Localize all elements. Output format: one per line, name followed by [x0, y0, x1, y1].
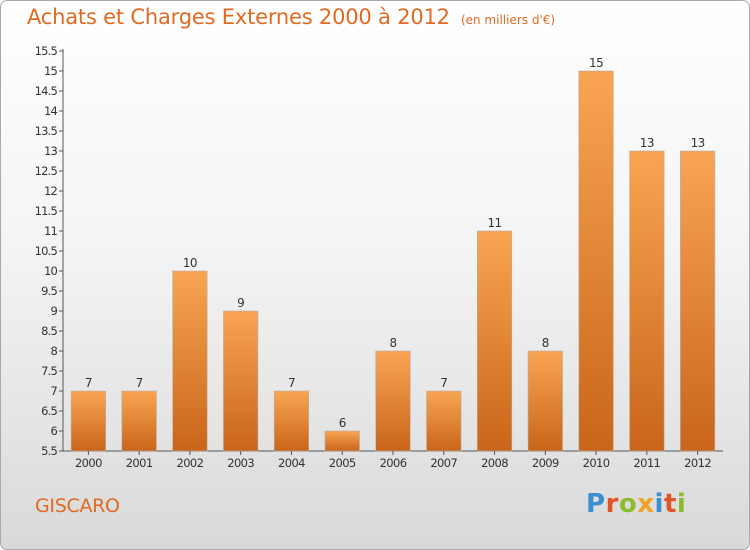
proxiti-logo: Proxiti — [586, 489, 686, 519]
y-tick-label: 5.5 — [41, 444, 57, 458]
bar — [273, 390, 310, 452]
y-tick-label: 7.5 — [41, 364, 57, 378]
y-tick-label: 15 — [44, 64, 58, 78]
y-tick-label: 10 — [44, 264, 58, 278]
x-tick-label: 2001 — [126, 456, 153, 470]
x-tick-label: 2010 — [583, 456, 610, 470]
bar — [476, 230, 513, 452]
data-label: 7 — [440, 376, 447, 390]
data-label: 15 — [589, 56, 603, 70]
chart-header: Achats et Charges Externes 2000 à 2012 (… — [27, 5, 555, 29]
y-tick-label: 13 — [44, 144, 58, 158]
x-tick-label: 2009 — [532, 456, 559, 470]
data-label: 7 — [288, 376, 295, 390]
x-tick-label: 2003 — [227, 456, 254, 470]
bar — [70, 390, 106, 452]
data-label: 7 — [136, 376, 143, 390]
logo-letter: i — [676, 489, 687, 519]
x-tick-label: 2011 — [633, 456, 660, 470]
data-label: 8 — [389, 336, 396, 350]
data-label: 9 — [237, 296, 244, 310]
y-tick-label: 7 — [50, 384, 57, 398]
bar — [578, 70, 614, 452]
y-tick-label: 15.5 — [35, 44, 58, 58]
bar — [680, 150, 716, 452]
y-tick-label: 13.5 — [35, 124, 58, 138]
data-label: 6 — [339, 416, 346, 430]
y-tick-label: 6 — [50, 424, 57, 438]
bar — [629, 150, 665, 452]
logo-letter: r — [605, 489, 619, 519]
bar — [324, 430, 360, 452]
y-tick-label: 11.5 — [35, 204, 58, 218]
bar — [223, 310, 259, 452]
x-tick-label: 2006 — [380, 456, 407, 470]
y-tick-label: 12.5 — [35, 164, 58, 178]
y-tick-label: 12 — [44, 184, 58, 198]
y-tick-label: 9.5 — [41, 284, 57, 298]
chart-subtitle: (en milliers d'€) — [460, 13, 556, 27]
y-tick-label: 8 — [50, 344, 57, 358]
data-label: 11 — [487, 216, 501, 230]
x-tick-label: 2000 — [75, 456, 102, 470]
x-tick-label: 2002 — [176, 456, 203, 470]
data-label: 8 — [542, 336, 549, 350]
bar — [121, 390, 157, 452]
y-tick-label: 11 — [44, 224, 58, 238]
data-label: 13 — [691, 136, 705, 150]
y-tick-label: 9 — [50, 304, 57, 318]
logo-letter: i — [654, 489, 664, 519]
logo-letter: t — [663, 489, 677, 519]
logo-letter: P — [586, 489, 606, 519]
y-tick-label: 14 — [44, 104, 58, 118]
place-name: GISCARO — [35, 495, 120, 517]
logo-letter: x — [637, 489, 655, 519]
logo-letter: o — [618, 489, 638, 519]
y-tick-label: 14.5 — [35, 84, 58, 98]
x-tick-label: 2008 — [481, 456, 508, 470]
y-tick-label: 6.5 — [41, 404, 57, 418]
chart-title: Achats et Charges Externes 2000 à 2012 — [27, 5, 450, 29]
x-tick-label: 2012 — [684, 456, 711, 470]
data-label: 10 — [183, 256, 197, 270]
data-label: 13 — [640, 136, 654, 150]
x-tick-label: 2004 — [278, 456, 305, 470]
data-label: 7 — [85, 376, 92, 390]
y-tick-label: 10.5 — [35, 244, 58, 258]
bar — [375, 350, 411, 452]
bar — [426, 390, 462, 452]
x-tick-label: 2005 — [329, 456, 356, 470]
x-tick-label: 2007 — [430, 456, 457, 470]
bar — [527, 350, 563, 452]
bar — [172, 270, 208, 452]
y-tick-label: 8.5 — [41, 324, 57, 338]
